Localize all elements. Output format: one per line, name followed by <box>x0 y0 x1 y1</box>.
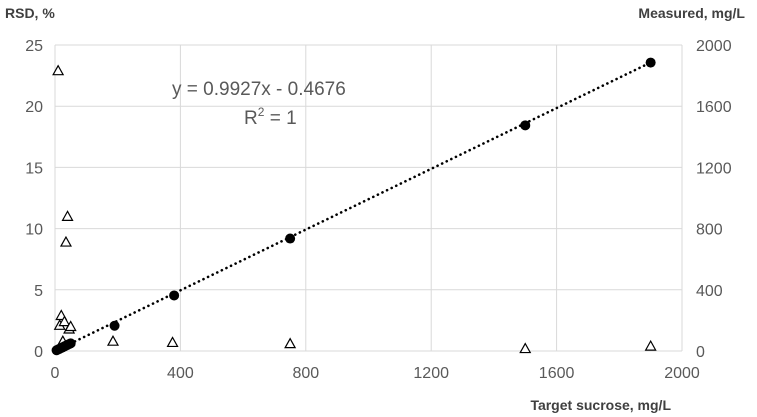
r-squared-label: R2 = 1 <box>244 105 297 129</box>
rsd-point <box>644 339 657 351</box>
r-squared-exponent: 2 <box>258 105 265 119</box>
trendline-equation: y = 0.9927x - 0.4676 <box>172 79 346 100</box>
measured-point <box>109 320 120 331</box>
x-axis-title: Target sucrose, mg/L <box>530 397 671 413</box>
y-right-tick-label: 2000 <box>696 38 732 55</box>
rsd-point <box>106 334 120 346</box>
y-right-tick-label: 800 <box>696 222 723 239</box>
r-squared-base: R <box>244 108 258 129</box>
measured-point <box>520 120 531 131</box>
left-axis-ticks: 0 5 10 15 20 25 <box>25 38 43 361</box>
rsd-point <box>166 336 179 348</box>
y-left-tick-label: 5 <box>34 283 43 300</box>
x-tick-label: 0 <box>51 365 60 382</box>
y-right-tick-label: 1200 <box>696 160 732 177</box>
r-squared-value: = 1 <box>264 108 296 129</box>
x-tick-label: 1600 <box>539 365 575 382</box>
x-tick-label: 800 <box>292 365 319 382</box>
rsd-point <box>61 210 74 221</box>
trendline <box>55 61 652 352</box>
y-left-tick-label: 10 <box>25 222 43 239</box>
trendline-layer <box>55 61 652 352</box>
rsd-point <box>59 235 72 247</box>
y-left-axis-title: RSD, % <box>5 5 55 21</box>
y-right-tick-label: 400 <box>696 283 723 300</box>
y-left-tick-label: 25 <box>25 38 43 55</box>
x-tick-label: 2000 <box>664 365 700 382</box>
data-marks <box>51 57 657 356</box>
measured-point <box>285 233 296 244</box>
rsd-point <box>64 320 77 332</box>
rsd-point <box>52 64 65 76</box>
x-axis-ticks: 0 400 800 1200 1600 2000 <box>51 365 700 382</box>
rsd-point <box>519 342 532 354</box>
x-tick-label: 400 <box>167 365 194 382</box>
y-right-axis-title: Measured, mg/L <box>638 5 745 21</box>
measured-point <box>169 290 180 301</box>
y-right-tick-label: 1600 <box>696 99 732 116</box>
rsd-point <box>58 315 71 327</box>
y-left-tick-label: 15 <box>25 160 43 177</box>
y-left-tick-label: 20 <box>25 99 43 116</box>
y-left-tick-label: 0 <box>34 344 43 361</box>
right-axis-ticks: 0 400 800 1200 1600 2000 <box>696 38 732 361</box>
rsd-point <box>284 337 297 349</box>
gridlines <box>54 44 683 352</box>
x-tick-label: 1200 <box>413 365 449 382</box>
y-right-tick-label: 0 <box>696 344 705 361</box>
measured-point <box>645 57 656 68</box>
measured-point <box>65 338 76 349</box>
